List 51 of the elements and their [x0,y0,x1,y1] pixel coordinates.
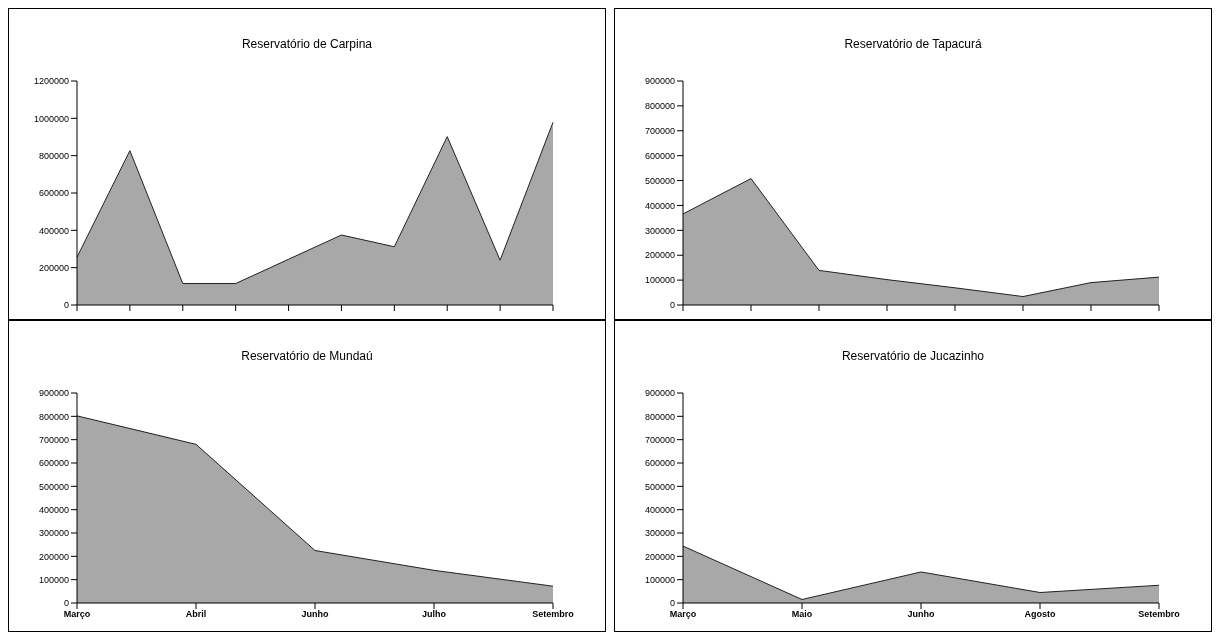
y-tick-label: 800000 [38,411,69,422]
y-tick-label: 0 [63,300,69,311]
y-tick-label: 600000 [644,458,675,469]
y-tick-label: 100000 [38,574,69,585]
y-tick-label: 400000 [38,504,69,515]
chart-title: Reservatório de Jucazinho [840,349,986,363]
y-tick-label: 200000 [644,551,675,562]
x-tick-label: Março [63,609,91,620]
y-tick-label: 0 [669,300,675,311]
y-tick-label: 900000 [644,76,675,87]
y-tick-label: 1000000 [33,113,69,124]
y-tick-label: 700000 [644,125,675,136]
y-tick-label: 300000 [644,528,675,539]
y-tick-label: 500000 [644,481,675,492]
y-tick-label: 100000 [644,275,675,286]
y-tick-label: 200000 [38,551,69,562]
y-tick-label: 200000 [38,262,69,273]
y-tick-label: 900000 [38,388,69,399]
x-tick-label: Março [669,609,697,620]
y-tick-label: 300000 [644,225,675,236]
y-tick-label: 300000 [38,528,69,539]
y-tick-label: 400000 [644,504,675,515]
chart-title: Reservatório de Tapacurá [843,37,983,51]
y-tick-label: 400000 [38,225,69,236]
y-tick-label: 600000 [644,150,675,161]
y-tick-label: 700000 [38,434,69,445]
y-tick-label: 1200000 [33,76,69,87]
chart-title: Reservatório de Carpina [240,37,374,51]
y-tick-label: 100000 [644,574,675,585]
y-tick-label: 800000 [38,150,69,161]
chart-title: Reservatório de Mundaú [240,349,374,363]
y-tick-label: 700000 [644,434,675,445]
x-tick-label: Julho [422,609,447,620]
x-tick-label: Maio [791,609,813,620]
x-tick-label: Agosto [1024,609,1056,620]
y-tick-label: 600000 [38,188,69,199]
y-tick-label: 600000 [38,458,69,469]
y-tick-label: 800000 [644,411,675,422]
y-tick-label: 800000 [644,101,675,112]
y-tick-label: 0 [669,598,675,609]
y-tick-label: 500000 [644,175,675,186]
x-tick-label: Setembro [532,609,575,620]
x-tick-label: Junho [907,609,935,620]
x-tick-label: Abril [185,609,207,620]
y-tick-label: 900000 [644,388,675,399]
y-tick-label: 0 [63,598,69,609]
y-tick-label: 400000 [644,200,675,211]
y-tick-label: 200000 [644,250,675,261]
x-tick-label: Setembro [1138,609,1181,620]
x-tick-label: Junho [301,609,329,620]
y-tick-label: 500000 [38,481,69,492]
